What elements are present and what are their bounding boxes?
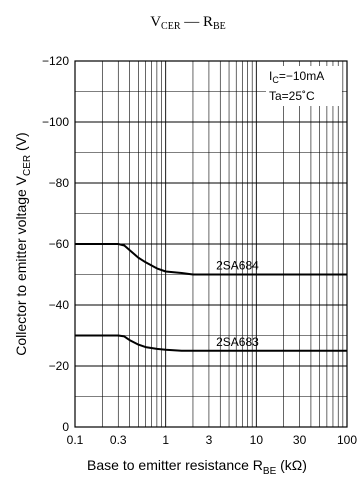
y-tick-label: −20 (49, 359, 70, 373)
conditions-box-bg (266, 66, 342, 106)
y-axis-label-main: Collector to emitter voltage V (13, 175, 29, 355)
series-label: 2SA684 (216, 259, 259, 273)
title-dash: — (181, 14, 204, 30)
series-label: 2SA683 (216, 335, 259, 349)
tick-layer: 0 −20 −40 −60 −80 −100 −120 0.1 0.3 1 3 10 30 100 (42, 54, 357, 447)
y-axis-label-unit: (V) (13, 132, 29, 155)
x-tick-label: 30 (293, 433, 307, 447)
y-tick-label: −60 (49, 237, 70, 251)
condition-ta: Ta=25˚C (269, 89, 315, 103)
plot-frame (74, 60, 348, 428)
title-v: V (150, 14, 161, 30)
y-tick-label: −100 (42, 115, 69, 129)
y-tick-label: −40 (49, 298, 70, 312)
x-tick-label: 100 (337, 433, 357, 447)
x-tick-label: 10 (250, 433, 264, 447)
conditions-box: IC=−10mA Ta=25˚C (266, 66, 342, 106)
condition-ic-value: =−10mA (279, 69, 324, 83)
y-tick-label: −120 (42, 54, 69, 68)
x-axis-label-unit: (kΩ) (276, 457, 307, 473)
y-axis-label-sub: CER (22, 155, 33, 176)
chart-title: VCER — RBE (150, 14, 226, 32)
y-axis-label: Collector to emitter voltage VCER (V) (13, 132, 33, 355)
x-tick-label: 0.3 (110, 433, 127, 447)
condition-ic-prefix: I (269, 69, 272, 83)
series-line (75, 334, 347, 352)
series-line (75, 243, 347, 276)
title-r: R (203, 14, 213, 30)
title-v-sub: CER (161, 21, 181, 32)
x-axis-label: Base to emitter resistance RBE (kΩ) (87, 457, 307, 477)
x-axis-label-sub: BE (263, 466, 277, 477)
x-tick-label: 1 (162, 433, 169, 447)
series-layer: 2SA684 2SA683 (75, 243, 347, 352)
x-axis-label-main: Base to emitter resistance R (87, 457, 263, 473)
x-tick-label: 0.1 (67, 433, 84, 447)
title-r-sub: BE (213, 21, 226, 32)
condition-ic-sub: C (272, 75, 279, 85)
condition-ic: IC=−10mA (269, 69, 324, 85)
y-tick-label: 0 (62, 420, 69, 434)
x-tick-label: 3 (206, 433, 213, 447)
y-tick-label: −80 (49, 176, 70, 190)
